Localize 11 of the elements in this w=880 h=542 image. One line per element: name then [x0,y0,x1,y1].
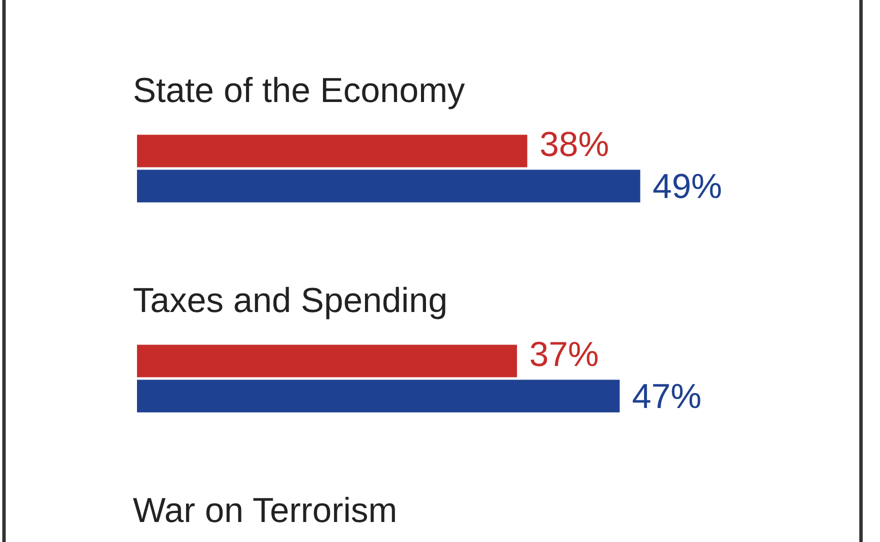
y-tick-label: State of the Economy [134,76,465,110]
bar [137,380,620,412]
bar [137,170,640,202]
data-label: 49% [653,174,721,198]
data-label: 38% [540,132,608,156]
y-tick-label: Taxes and Spending [134,286,446,320]
data-label: 47% [632,384,700,408]
y-tick-label: War on Terrorism [133,496,395,522]
bar [137,344,517,378]
bar [137,134,528,168]
data-label: 37% [530,342,598,366]
